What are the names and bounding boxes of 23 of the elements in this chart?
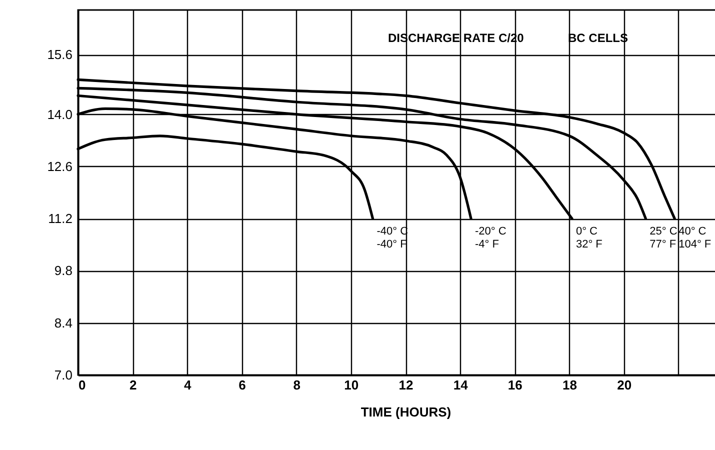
y-tick-label: 11.2 — [48, 211, 72, 226]
x-tick-label: 10 — [344, 378, 359, 392]
y-tick-label: 15.6 — [47, 47, 72, 62]
x-axis-title: TIME (HOURS) — [360, 404, 452, 420]
series-label: 25° C 77° F — [650, 226, 678, 251]
y-tick-label: 7.0 — [54, 368, 72, 382]
series-label: 40° C 104° F — [678, 226, 712, 251]
series-label: -20° C -4° F — [475, 226, 506, 251]
x-tick-label: 8 — [293, 378, 300, 392]
series-label: 0° C 32° F — [576, 226, 603, 251]
y-tick-label: 9.8 — [54, 263, 72, 278]
y-tick-label: 8.4 — [54, 315, 72, 330]
x-tick-label: 14 — [453, 378, 469, 392]
x-tick-label: 6 — [238, 378, 246, 392]
x-tick-label: 12 — [398, 378, 414, 392]
x-tick-label: 18 — [562, 378, 577, 392]
x-tick-label: 2 — [129, 378, 137, 392]
x-tick-label: 0 — [78, 378, 86, 392]
y-tick-label: 14.0 — [47, 106, 72, 122]
x-tick-label: 16 — [508, 378, 522, 392]
x-tick-label: 20 — [617, 378, 632, 392]
x-tick-label: 4 — [184, 378, 192, 392]
y-tick-label: 12.6 — [47, 158, 72, 174]
